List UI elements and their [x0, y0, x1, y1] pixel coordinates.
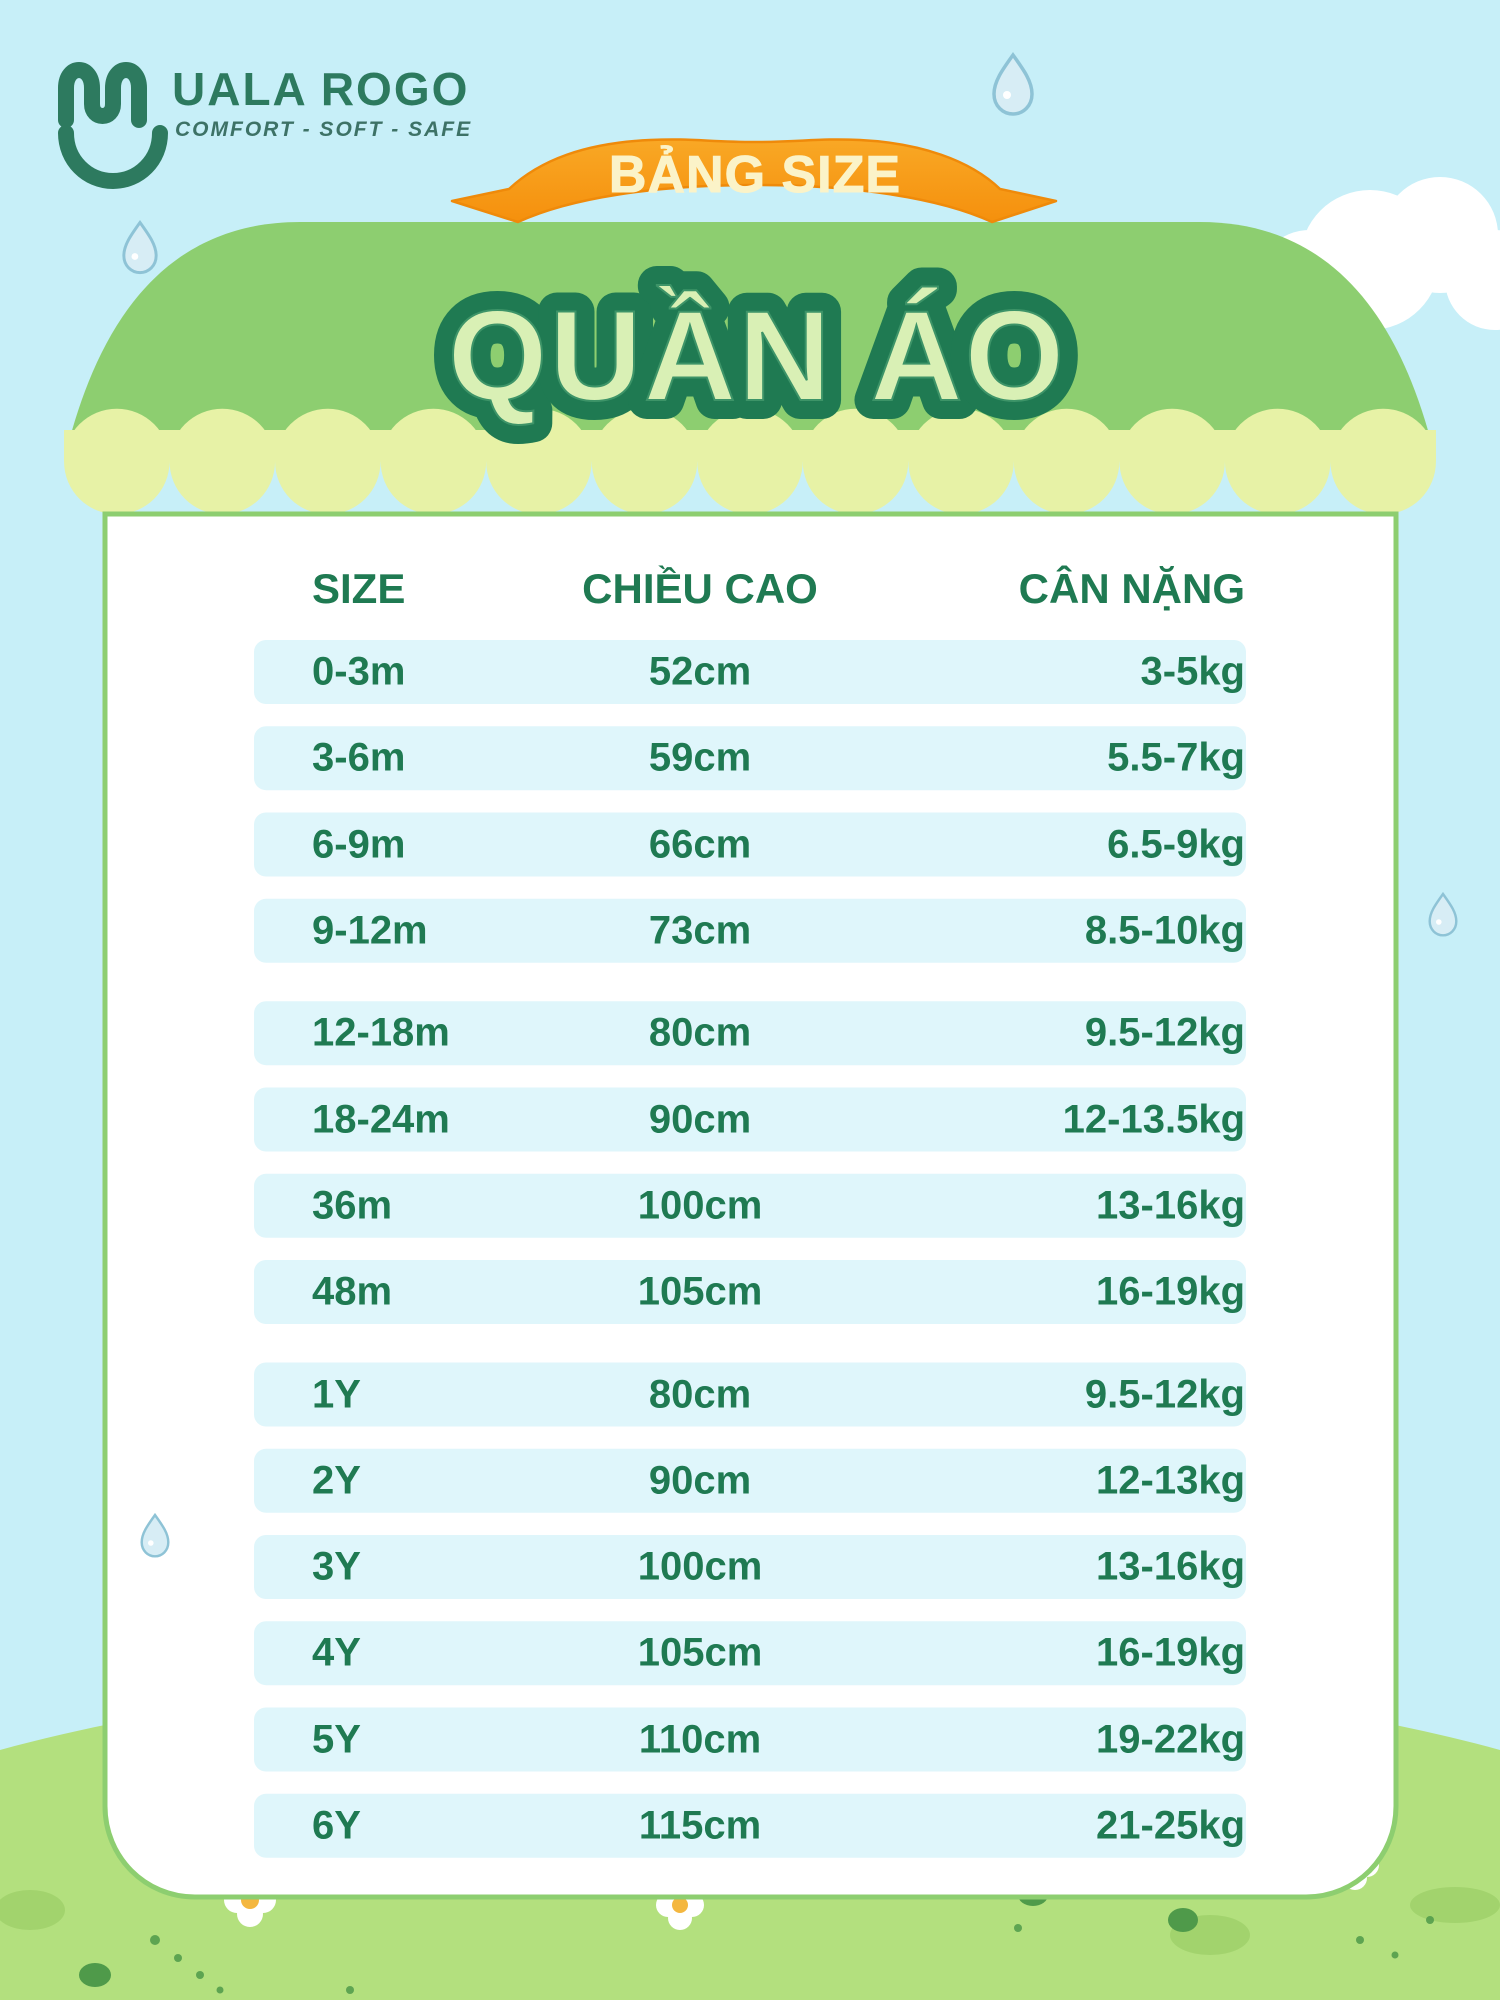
svg-text:QUẦN ÁO: QUẦN ÁO: [448, 285, 1066, 428]
